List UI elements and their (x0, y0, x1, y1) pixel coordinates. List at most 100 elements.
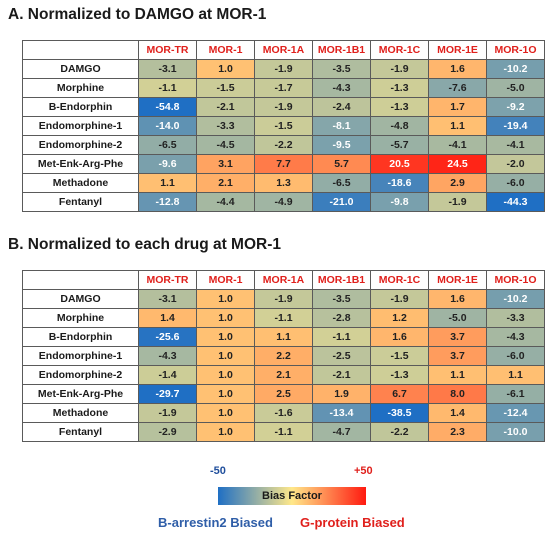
heatmap-cell: -2.5 (312, 346, 371, 366)
heatmap-cell: 1.1 (428, 365, 487, 385)
heatmap-cell: 2.2 (254, 346, 313, 366)
heatmap-cell: -4.7 (312, 422, 371, 442)
panel-a-title: A. Normalized to DAMGO at MOR-1 (8, 6, 267, 23)
heatmap-cell: -1.5 (196, 78, 255, 98)
heatmap-cell: -2.1 (196, 97, 255, 117)
heatmap-table-b: MOR-TR MOR-1 MOR-1A MOR-1B1 MOR-1C MOR-1E MOR-… (22, 270, 545, 442)
heatmap-cell: 1.1 (138, 173, 197, 193)
heatmap-cell: -29.7 (138, 384, 197, 404)
heatmap-cell: -6.1 (486, 384, 545, 404)
table-row: Methadone -1.9 1.0 -1.6 -13.4 -38.5 1.4 -12.4 (22, 403, 545, 423)
column-header: MOR-TR (138, 270, 197, 290)
heatmap-table-a: MOR-TR MOR-1 MOR-1A MOR-1B1 MOR-1C MOR-1E MOR-… (22, 40, 545, 212)
heatmap-cell: -1.5 (370, 346, 429, 366)
corner-cell (22, 40, 139, 60)
heatmap-cell: -1.9 (254, 59, 313, 79)
row-label: B-Endorphin (22, 327, 139, 347)
heatmap-cell: -2.8 (312, 308, 371, 328)
heatmap-cell: -2.0 (486, 154, 545, 174)
column-header: MOR-1 (196, 270, 255, 290)
heatmap-cell: -3.5 (312, 289, 371, 309)
table-row: Endomorphine-2 -6.5 -4.5 -2.2 -9.5 -5.7 -4.1 -4… (22, 135, 545, 155)
heatmap-cell: 2.1 (196, 173, 255, 193)
heatmap-cell: 7.7 (254, 154, 313, 174)
heatmap-cell: 1.1 (428, 116, 487, 136)
heatmap-cell: -1.1 (254, 308, 313, 328)
table-row: Met-Enk-Arg-Phe -9.6 3.1 7.7 5.7 20.5 24.5 -2.0 (22, 154, 545, 174)
heatmap-cell: -1.6 (254, 403, 313, 423)
heatmap-cell: 1.0 (196, 308, 255, 328)
table-row: Morphine 1.4 1.0 -1.1 -2.8 1.2 -5.0 -3.3 (22, 308, 545, 328)
legend-gradient-rect (218, 487, 366, 505)
heatmap-cell: -4.4 (196, 192, 255, 212)
heatmap-cell: 8.0 (428, 384, 487, 404)
row-label: Methadone (22, 173, 139, 193)
heatmap-cell: -3.5 (312, 59, 371, 79)
table-row: Fentanyl -12.8 -4.4 -4.9 -21.0 -9.8 -1.9 -44.3 (22, 192, 545, 212)
table-row: Endomorphine-1 -14.0 -3.3 -1.5 -8.1 -4.8 1.1 -1… (22, 116, 545, 136)
heatmap-cell: -2.9 (138, 422, 197, 442)
heatmap-cell: 1.6 (370, 327, 429, 347)
legend-title: Bias Factor (262, 490, 322, 502)
row-label: B-Endorphin (22, 97, 139, 117)
heatmap-cell: 20.5 (370, 154, 429, 174)
legend-gprotein-label: G-protein Biased (300, 515, 405, 530)
heatmap-cell: -3.1 (138, 59, 197, 79)
heatmap-cell: -2.1 (312, 365, 371, 385)
heatmap-cell: -12.8 (138, 192, 197, 212)
heatmap-cell: -2.2 (370, 422, 429, 442)
table-row: B-Endorphin -54.8 -2.1 -1.9 -2.4 -1.3 1.7 -9.2 (22, 97, 545, 117)
heatmap-cell: -38.5 (370, 403, 429, 423)
heatmap-cell: -1.7 (254, 78, 313, 98)
heatmap-cell: -1.9 (254, 97, 313, 117)
heatmap-cell: 5.7 (312, 154, 371, 174)
column-header: MOR-1A (254, 40, 313, 60)
column-header: MOR-1C (370, 270, 429, 290)
table-row: DAMGO -3.1 1.0 -1.9 -3.5 -1.9 1.6 -10.2 (22, 59, 545, 79)
heatmap-cell: 3.7 (428, 346, 487, 366)
heatmap-cell: -4.3 (138, 346, 197, 366)
heatmap-cell: -10.2 (486, 59, 545, 79)
row-label: Morphine (22, 308, 139, 328)
table-row: Met-Enk-Arg-Phe -29.7 1.0 2.5 1.9 6.7 8.0 -6.1 (22, 384, 545, 404)
corner-cell (22, 270, 139, 290)
heatmap-cell: -4.1 (428, 135, 487, 155)
heatmap-cell: -13.4 (312, 403, 371, 423)
heatmap-cell: -1.1 (312, 327, 371, 347)
heatmap-cell: 3.7 (428, 327, 487, 347)
heatmap-cell: 1.0 (196, 289, 255, 309)
column-header: MOR-1B1 (312, 270, 371, 290)
heatmap-cell: -4.9 (254, 192, 313, 212)
column-header: MOR-1O (486, 40, 545, 60)
heatmap-cell: 1.0 (196, 403, 255, 423)
heatmap-cell: -6.0 (486, 173, 545, 193)
row-label: Fentanyl (22, 422, 139, 442)
heatmap-cell: -44.3 (486, 192, 545, 212)
heatmap-cell: 1.4 (138, 308, 197, 328)
heatmap-cell: 6.7 (370, 384, 429, 404)
table-row: Morphine -1.1 -1.5 -1.7 -4.3 -1.3 -7.6 -5.0 (22, 78, 545, 98)
heatmap-cell: -1.1 (254, 422, 313, 442)
heatmap-cell: -1.9 (138, 403, 197, 423)
heatmap-cell: 1.7 (428, 97, 487, 117)
row-label: Morphine (22, 78, 139, 98)
column-header: MOR-1C (370, 40, 429, 60)
column-header: MOR-1E (428, 270, 487, 290)
row-label: Met-Enk-Arg-Phe (22, 384, 139, 404)
heatmap-cell: 2.5 (254, 384, 313, 404)
table-row: B-Endorphin -25.6 1.0 1.1 -1.1 1.6 3.7 -4.3 (22, 327, 545, 347)
heatmap-cell: -10.0 (486, 422, 545, 442)
row-label: DAMGO (22, 289, 139, 309)
heatmap-cell: -54.8 (138, 97, 197, 117)
column-header: MOR-1B1 (312, 40, 371, 60)
row-label: Endomorphine-1 (22, 116, 139, 136)
heatmap-cell: -1.9 (370, 289, 429, 309)
heatmap-cell: -2.4 (312, 97, 371, 117)
heatmap-cell: -1.1 (138, 78, 197, 98)
heatmap-cell: 1.1 (254, 327, 313, 347)
heatmap-cell: -4.3 (312, 78, 371, 98)
heatmap-cell: -4.3 (486, 327, 545, 347)
heatmap-cell: -4.1 (486, 135, 545, 155)
heatmap-cell: -1.3 (370, 97, 429, 117)
heatmap-cell: -9.6 (138, 154, 197, 174)
